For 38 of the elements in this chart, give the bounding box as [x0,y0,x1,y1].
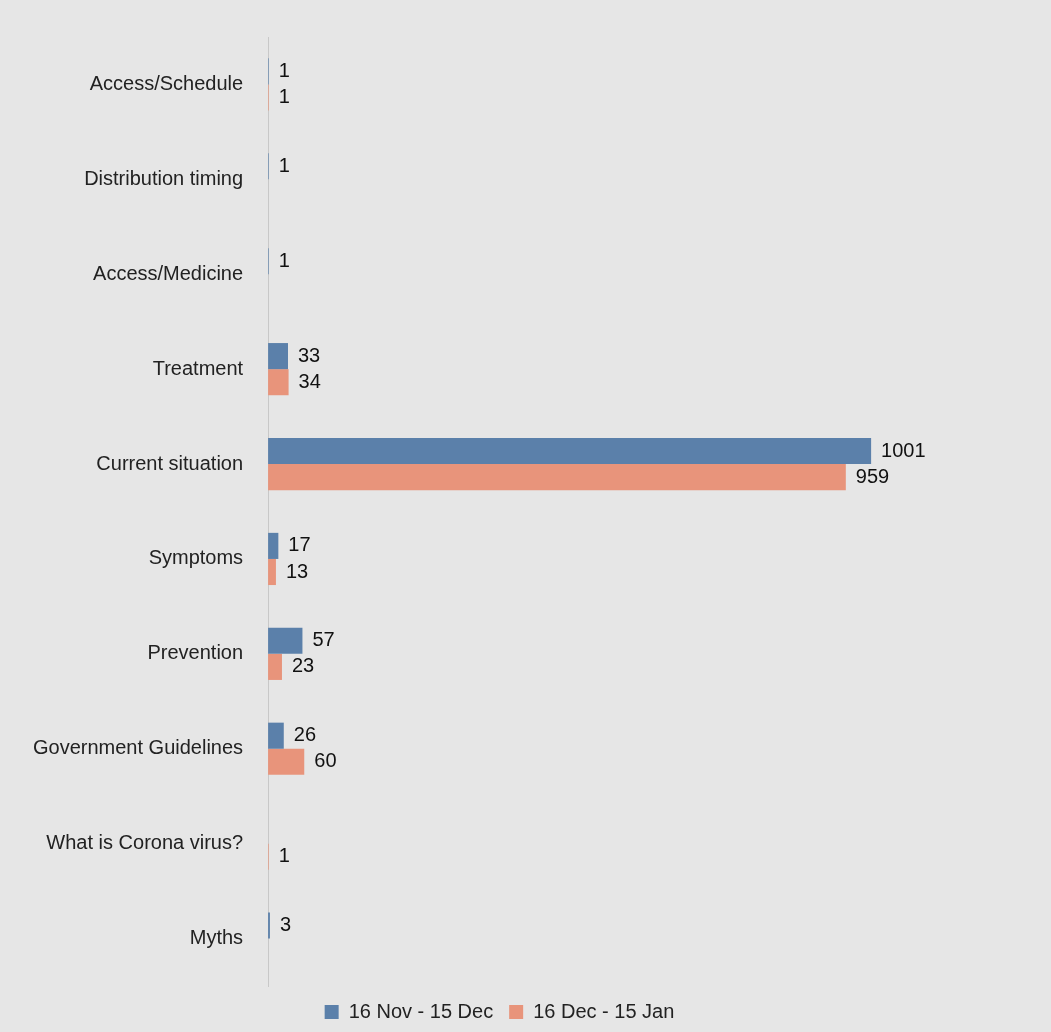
data-label: 959 [855,464,890,487]
bar [268,369,289,396]
data-label: 1 [278,85,290,108]
y-tick-label: Current situation [96,451,244,474]
y-tick-label: Treatment [152,356,244,379]
bar [268,437,872,465]
bar [268,722,284,749]
y-tick-label: Access/Medicine [93,261,244,284]
data-label: 33 [297,343,321,366]
bar [268,532,279,559]
data-label: 1 [278,248,290,271]
bar [268,558,276,586]
data-label: 17 [288,533,311,556]
y-tick-label: What is Corona virus? [46,831,244,854]
bar [268,343,288,370]
y-tick-label: Government Guidelines [33,736,244,759]
data-label: 1 [278,58,290,81]
data-label: 57 [312,628,335,651]
y-tick-label: Access/Schedule [89,71,244,94]
legend-label: 16 Nov - 15 Dec [348,999,494,1022]
data-label: 1 [278,153,290,176]
data-label: 1001 [881,438,926,461]
bar [268,653,282,680]
y-tick-label: Myths [189,926,244,949]
legend-label: 16 Dec - 15 Jan [533,999,675,1022]
y-tick-label: Distribution timing [84,166,244,189]
bar [268,627,303,654]
y-tick-label: Symptoms [148,546,244,569]
data-label: 34 [298,369,321,392]
data-label: 1 [278,844,290,867]
y-tick-label: Prevention [147,641,244,664]
bar [268,748,305,775]
data-label: 13 [285,559,309,582]
bar [268,464,846,491]
data-label: 60 [314,749,337,772]
data-label: 23 [291,654,315,677]
data-label: 26 [293,723,317,746]
data-label: 3 [279,913,292,936]
